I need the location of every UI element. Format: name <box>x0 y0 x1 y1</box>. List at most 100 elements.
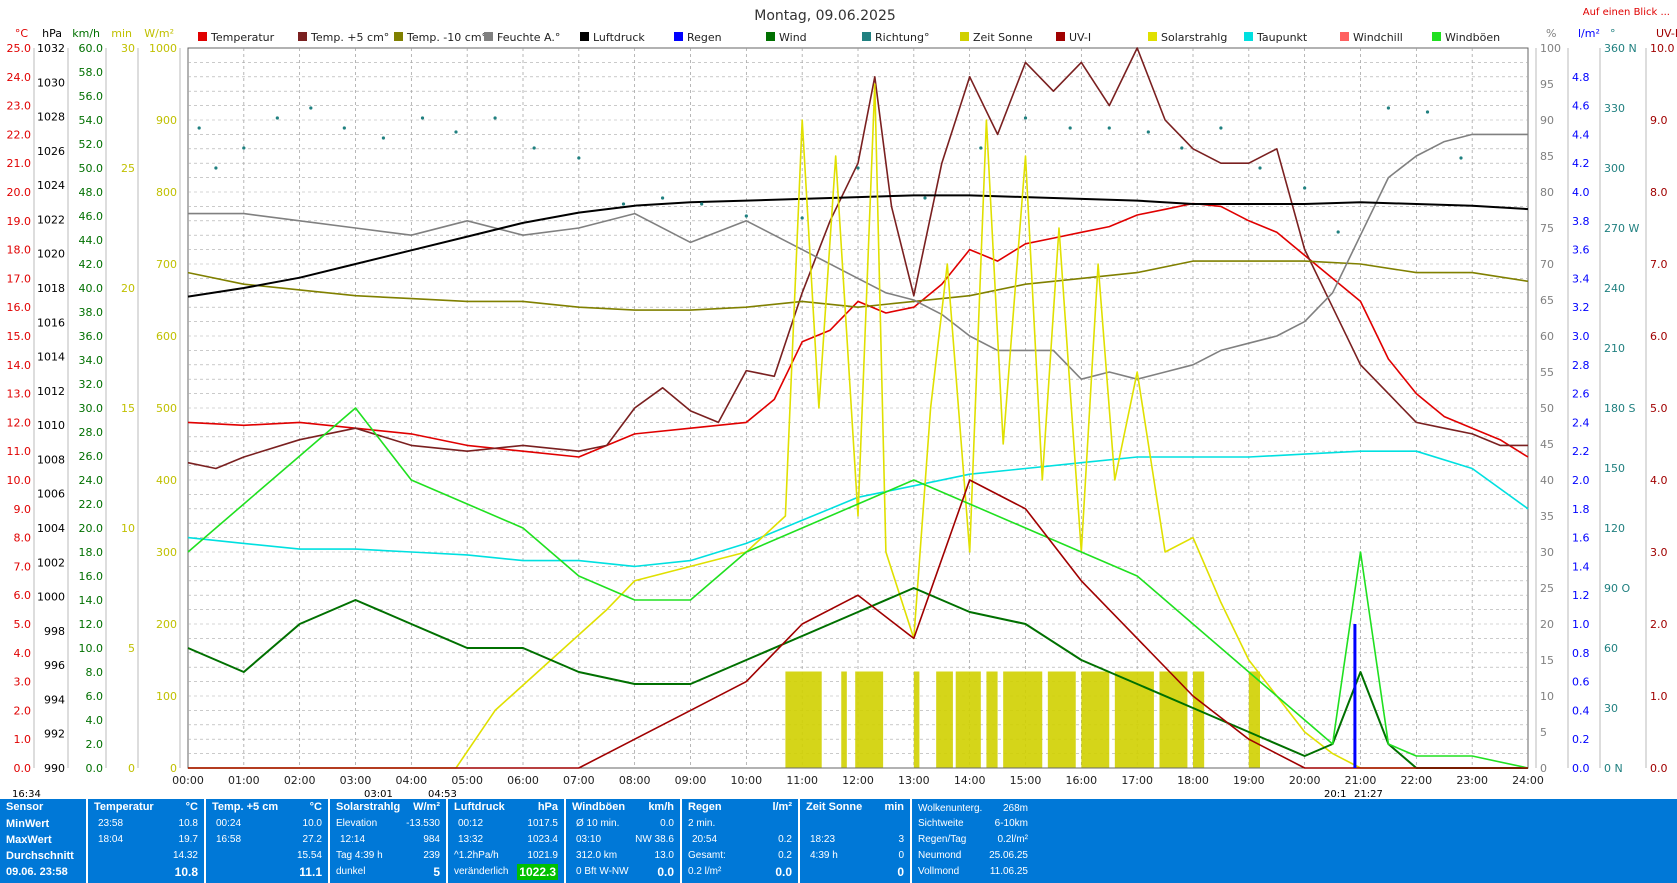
left-axis-tick-0-19: 6.0 <box>14 589 32 602</box>
right-axis-tick-3-3: 7.0 <box>1650 258 1668 271</box>
left-axis-tick-0-17: 8.0 <box>14 532 32 545</box>
right-axis-tick-1-10: 2.8 <box>1572 359 1590 372</box>
left-axis-tick-4-7: 300 <box>156 546 177 559</box>
right-axis-tick-0-11: 45 <box>1540 438 1554 451</box>
windboeen-distance: 312.0 km <box>576 850 618 861</box>
right-axis-tick-2-12: 0 N <box>1604 762 1623 775</box>
luftdruck-unit: hPa <box>537 801 558 813</box>
luftdruck-min-value: 1017.5 <box>527 818 558 829</box>
left-axis-tick-0-5: 20.0 <box>7 186 32 199</box>
series-line-10 <box>188 479 1528 769</box>
overview-link[interactable]: Auf einen Blick ... <box>1583 7 1670 18</box>
left-axis-tick-2-17: 26.0 <box>79 450 104 463</box>
temperatur-min-time: 23:58 <box>98 818 124 829</box>
direction-point-16 <box>800 216 804 220</box>
right-axis-tick-3-6: 4.0 <box>1650 474 1668 487</box>
x-tick-23: 23:00 <box>1456 774 1488 787</box>
plot-grid <box>187 47 1529 769</box>
direction-point-8 <box>454 130 458 134</box>
sunshine-block-8 <box>1047 671 1076 768</box>
right-axis-tick-3-9: 1.0 <box>1650 690 1668 703</box>
x-tick-13: 13:00 <box>898 774 930 787</box>
left-axis-tick-2-9: 42.0 <box>79 258 104 271</box>
left-axis-tick-0-20: 5.0 <box>14 618 32 631</box>
windboeen-mean: 13.0 <box>654 850 674 861</box>
series-line-0 <box>187 202 1529 458</box>
solar-state: dunkel <box>336 866 366 877</box>
left-axis-tick-0-21: 4.0 <box>14 647 32 660</box>
legend-swatch-7 <box>862 32 871 41</box>
temp5-min-time: 00:24 <box>216 818 242 829</box>
left-axis-tick-3-3: 15 <box>121 402 135 415</box>
left-axis-tick-0-25: 0.0 <box>14 762 32 775</box>
left-axis-tick-1-4: 1024 <box>37 179 65 192</box>
legend-label-2: Temp. -10 cm° <box>406 31 487 44</box>
regen-total-value: 0.2 <box>778 850 792 861</box>
x-tick-18: 18:00 <box>1177 774 1209 787</box>
right-axis-tick-3-10: 0.0 <box>1650 762 1668 775</box>
left-axis-unit-1: hPa <box>42 27 62 40</box>
x-tick-15: 15:00 <box>1010 774 1042 787</box>
right-axis-tick-1-2: 4.4 <box>1572 128 1590 141</box>
direction-point-17 <box>856 166 860 170</box>
left-axis-tick-2-18: 24.0 <box>79 474 104 487</box>
left-axis-tick-1-17: 998 <box>44 625 65 638</box>
left-axis-tick-3-2: 20 <box>121 282 135 295</box>
durchschnitt-label: Durchschnitt <box>6 850 74 862</box>
left-axis-unit-2: km/h <box>72 27 100 40</box>
left-axis-tick-2-25: 10.0 <box>79 642 104 655</box>
right-axis-tick-0-0: 100 <box>1540 42 1561 55</box>
left-axis-tick-1-13: 1006 <box>37 488 65 501</box>
right-axis-unit-1: l/m² <box>1578 27 1600 40</box>
left-axis-tick-2-22: 16.0 <box>79 570 104 583</box>
x-tick-24: 24:00 <box>1512 774 1544 787</box>
right-axis-tick-1-22: 0.4 <box>1572 704 1590 717</box>
right-axis-tick-0-1: 95 <box>1540 78 1554 91</box>
legend-label-4: Luftdruck <box>593 31 645 44</box>
left-axis-tick-0-2: 23.0 <box>7 100 32 113</box>
sunshine-block-10 <box>1114 671 1154 768</box>
left-axis-tick-2-3: 54.0 <box>79 114 104 127</box>
legend-swatch-3 <box>484 32 493 41</box>
axes: °C 25.0 24.0 23.0 22.0 21.0 20.0 19.0 18.0 17.0 16… <box>7 27 1677 775</box>
x-tick-7: 07:00 <box>563 774 595 787</box>
legend-swatch-5 <box>674 32 683 41</box>
right-axis-tick-2-3: 270 W <box>1604 222 1639 235</box>
right-axis-tick-0-10: 50 <box>1540 402 1554 415</box>
x-tick-19: 19:00 <box>1233 774 1265 787</box>
left-axis-tick-4-0: 1000 <box>149 42 177 55</box>
luftdruck-max-value: 1023.4 <box>527 834 558 845</box>
left-axis-tick-1-6: 1020 <box>37 248 65 261</box>
right-axis-tick-2-7: 150 <box>1604 462 1625 475</box>
legend-label-10: Solarstrahlg <box>1161 31 1227 44</box>
x-tick-10: 10:00 <box>730 774 762 787</box>
windboeen-avg-value: 0.0 <box>660 818 674 829</box>
left-axis-tick-1-9: 1014 <box>37 351 65 364</box>
right-axis-tick-1-23: 0.2 <box>1572 733 1590 746</box>
x-axis: 00:00 01:00 02:00 03:00 04:00 05:00 06:00 07:00… <box>172 774 1544 787</box>
right-axis-tick-1-16: 1.6 <box>1572 532 1590 545</box>
windboeen-current: 0.0 <box>657 865 674 879</box>
solar-header: Solarstrahlg <box>336 801 401 813</box>
right-axis-tick-1-11: 2.6 <box>1572 388 1590 401</box>
right-axis-tick-0-18: 10 <box>1540 690 1554 703</box>
series-line-6 <box>188 83 1528 769</box>
right-axis-tick-1-20: 0.8 <box>1572 647 1590 660</box>
x-tick-4: 04:00 <box>395 774 427 787</box>
legend-label-13: Windböen <box>1445 31 1500 44</box>
left-axis-tick-2-8: 44.0 <box>79 234 104 247</box>
x-tick-12: 12:00 <box>842 774 874 787</box>
luftdruck-forecast: veränderlich <box>454 866 509 877</box>
left-axis-tick-2-7: 46.0 <box>79 210 104 223</box>
sensor-column: Sensor MinWert MaxWert Durchschnitt 09.0… <box>0 799 88 883</box>
left-axis-tick-2-24: 12.0 <box>79 618 104 631</box>
direction-point-27 <box>1303 186 1307 190</box>
legend-swatch-0 <box>198 32 207 41</box>
luftdruck-current: 1022.3 <box>517 864 558 880</box>
x-tick-8: 08:00 <box>619 774 651 787</box>
right-axis-tick-1-12: 2.4 <box>1572 416 1590 429</box>
new-moon-label: Neumond <box>918 850 962 861</box>
direction-point-13 <box>660 196 665 200</box>
right-axis-tick-3-2: 8.0 <box>1650 186 1668 199</box>
legend-label-5: Regen <box>687 31 722 44</box>
